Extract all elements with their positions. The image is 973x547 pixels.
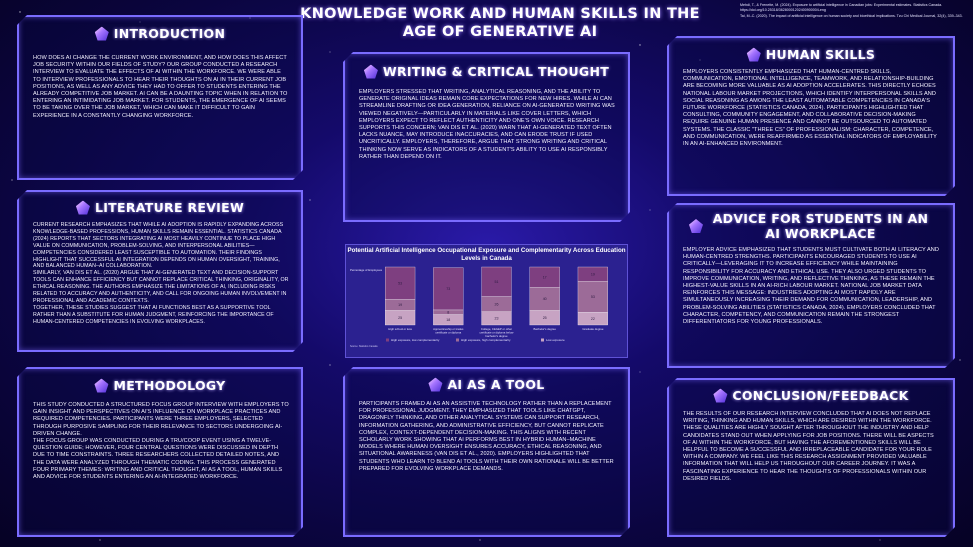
x-tick-label-line: certificate or diploma below xyxy=(480,330,515,334)
paragraph: Employer advice emphasized that students… xyxy=(683,247,939,326)
data-label: 22 xyxy=(591,317,595,321)
gem-icon xyxy=(747,48,761,62)
data-label: 8 xyxy=(447,310,449,314)
data-label: 51 xyxy=(495,280,499,284)
x-tick-label-line: College, CEGEP or other xyxy=(481,327,512,331)
poster-title: KNOWLEDGE WORK AND HUMAN SKILLS IN THE A… xyxy=(300,6,700,40)
data-label: 25 xyxy=(543,316,547,320)
gem-icon xyxy=(689,219,703,233)
data-label: 26 xyxy=(495,302,499,306)
advice-panel: ADVICE FOR STUDENTS IN AN AI WORKPLACE E… xyxy=(667,203,955,368)
x-tick-label-line: bachelor's degree xyxy=(485,334,508,338)
bar-segment xyxy=(481,266,512,297)
data-label: 17 xyxy=(543,275,547,279)
ai-tool-panel: AI AS A TOOL Participants framed AI as a… xyxy=(343,367,630,537)
methodology-heading: METHODOLOGY xyxy=(19,378,301,393)
reference-item: Mehdi, T., & Frenette, M. (2024). Exposu… xyxy=(740,3,943,12)
ai-tool-heading: AI AS A TOOL xyxy=(345,377,628,392)
legend-label: High exposure, low complementarity xyxy=(391,338,440,342)
gem-icon xyxy=(428,378,442,392)
x-tick-label-line: Apprenticeship or trades xyxy=(433,327,464,331)
paragraph: This study conducted a structured focus … xyxy=(33,402,289,437)
chart-container: Potential Artificial Intelligence Occupa… xyxy=(345,244,628,358)
x-tick-label: College, CEGEP or other certificate or di… xyxy=(480,327,515,338)
paragraph: How does AI change the current work envi… xyxy=(33,55,288,119)
ai-tool-body: Participants framed AI as an assistive t… xyxy=(345,392,628,473)
bar-segment xyxy=(577,281,608,313)
data-label: 23 xyxy=(495,317,499,321)
conclusion-panel: CONCLUSION/FEEDBACK The results of our r… xyxy=(667,378,955,537)
x-tick-label-line: High school or less xyxy=(388,327,412,331)
methodology-body: This study conducted a structured focus … xyxy=(19,393,301,481)
paragraph: Together, these studies suggest that AI … xyxy=(33,304,274,325)
references: Mehdi, T., & Frenette, M. (2024). Exposu… xyxy=(740,3,968,19)
paragraph: The focus group was conducted during a T… xyxy=(33,438,283,481)
chart-title: Potential Artificial Intelligence Occupa… xyxy=(347,247,626,262)
writing-body: Employers stressed that writing, analyti… xyxy=(345,79,628,161)
literature-review-panel: LITERATURE REVIEW Current research empha… xyxy=(17,190,303,352)
literature-review-heading: LITERATURE REVIEW xyxy=(19,200,301,215)
human-skills-panel: HUMAN SKILLS Employers consistently emph… xyxy=(667,36,955,196)
legend-swatch xyxy=(456,338,459,342)
legend-label: Low exposure xyxy=(546,338,565,342)
paragraph: The results of our research interview co… xyxy=(683,411,934,482)
data-label: 25 xyxy=(398,316,402,320)
gem-icon xyxy=(76,201,90,215)
gem-icon xyxy=(95,27,109,41)
data-label: 40 xyxy=(543,297,547,301)
advice-heading: ADVICE FOR STUDENTS IN AN AI WORKPLACE xyxy=(669,211,953,241)
stacked-bar-chart: Percentage of Employees 25 19 53 High school… xyxy=(350,266,608,348)
gem-icon xyxy=(364,65,378,79)
advice-body: Employer advice emphasized that students… xyxy=(669,241,953,326)
gem-icon xyxy=(94,379,108,393)
y-axis-label: Percentage of Employees xyxy=(350,268,383,272)
data-label: 19 xyxy=(591,272,595,276)
gem-icon xyxy=(713,389,727,403)
data-label: 19 xyxy=(398,303,402,307)
x-tick-label: High school or less xyxy=(388,327,412,331)
introduction-body: How does AI change the current work envi… xyxy=(19,41,301,120)
x-tick-label-line: Graduate degree xyxy=(582,327,604,331)
paragraph: Similarly, Van Dis et al. (2020) argue t… xyxy=(33,270,289,304)
writing-heading: WRITING & CRITICAL THOUGHT xyxy=(345,64,628,79)
x-tick-label-line: certificate or diploma xyxy=(435,330,461,334)
conclusion-heading: CONCLUSION/FEEDBACK xyxy=(669,388,953,403)
bar-segment xyxy=(529,266,560,288)
bar-segment xyxy=(433,267,464,311)
legend-swatch xyxy=(541,338,544,342)
data-label: 53 xyxy=(398,281,402,285)
bar-segment xyxy=(577,266,608,282)
paragraph: Employers consistently emphasized that h… xyxy=(683,69,937,148)
human-skills-body: Employers consistently emphasized that h… xyxy=(669,62,953,148)
x-tick-label-line: Bachelor's degree xyxy=(533,327,556,331)
chart-source: Source: Statistics Canada xyxy=(350,345,378,348)
data-label: 53 xyxy=(591,295,595,299)
paragraph: Current research emphasizes that while A… xyxy=(33,222,284,270)
legend-label: High exposure, high complementarity xyxy=(461,338,511,342)
x-tick-label: Bachelor's degree xyxy=(533,327,556,331)
conclusion-body: The results of our research interview co… xyxy=(669,403,953,483)
paragraph: Employers stressed that writing, analyti… xyxy=(359,89,615,160)
data-label: 18 xyxy=(446,318,450,322)
data-label: 73 xyxy=(446,287,450,291)
x-tick-label: Apprenticeship or trades certificate or d… xyxy=(433,327,464,334)
reference-item: Tai, M.-C. (2020). The impact of artific… xyxy=(740,14,963,18)
human-skills-heading: HUMAN SKILLS xyxy=(669,47,953,62)
introduction-panel: INTRODUCTION How does AI change the curr… xyxy=(17,15,303,180)
legend-swatch xyxy=(386,338,389,342)
methodology-panel: METHODOLOGY This study conducted a struc… xyxy=(17,367,303,537)
bar-segment xyxy=(385,266,416,300)
introduction-heading: INTRODUCTION xyxy=(19,26,301,41)
paragraph: Participants framed AI as an assistive t… xyxy=(359,401,614,472)
literature-review-body: Current research emphasizes that while A… xyxy=(19,215,301,326)
writing-panel: WRITING & CRITICAL THOUGHT Employers str… xyxy=(343,52,630,222)
x-tick-label: Graduate degree xyxy=(582,327,604,331)
